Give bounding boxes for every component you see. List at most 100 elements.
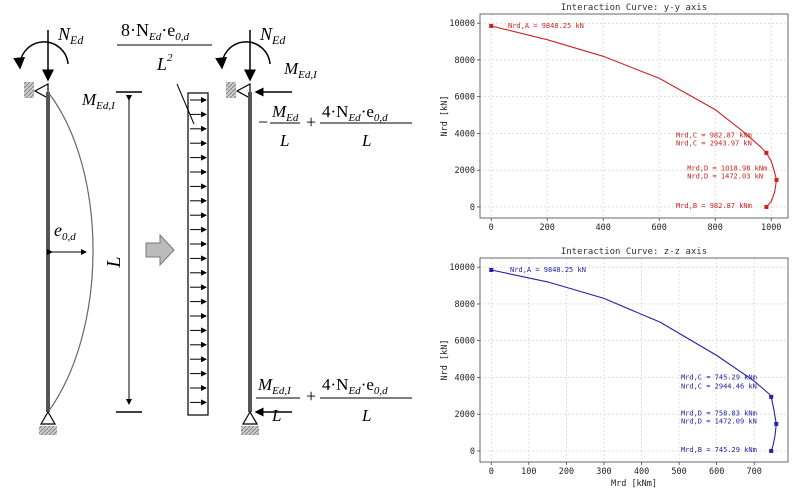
length-dimension (116, 91, 142, 413)
load-arrow-head (201, 154, 207, 161)
interaction-curve-line (491, 269, 777, 452)
load-arrow-head (201, 111, 207, 118)
point-annotation: Nrd,C = 2943.97 kN (676, 140, 752, 148)
plot-frame (479, 13, 789, 219)
bottom-support-1 (39, 426, 57, 435)
curve-point (764, 150, 769, 155)
x-tick-label: 600 (709, 467, 724, 477)
interaction-curve-yy-chart: Interaction Curve: y-y axis 0 200 400 600 800… (440, 3, 789, 233)
load-arrow-head (201, 125, 207, 132)
point-annotation: Nrd,A = 9848.25 kN (508, 22, 584, 30)
load-arrow-head (201, 284, 207, 291)
x-tick-label: 400 (596, 223, 611, 233)
distributed-load-numerator: 8·NEd·e0,d (121, 20, 189, 43)
x-tick-label: 1000 (761, 223, 781, 233)
x-tick-label: 800 (708, 223, 723, 233)
y-tick-label: 10000 (449, 263, 475, 273)
n-ed-label-1: NEd (57, 24, 84, 47)
interaction-curve-line (491, 25, 778, 208)
x-axis-label: Mrd [kNm] (611, 479, 657, 489)
load-arrow-head (201, 255, 207, 262)
y-axis-label: Nrd [kN] (440, 340, 450, 381)
load-arrow-head (201, 385, 207, 391)
bottom-force-formula: MEd,I L + 4·NEd·e0,d L (256, 375, 412, 425)
x-tick-label: 700 (747, 467, 762, 477)
bottom-support-2 (241, 426, 259, 435)
top-pin-1 (33, 82, 49, 100)
y-tick-label: 4000 (455, 129, 475, 139)
load-arrow-head (201, 197, 207, 204)
svg-text:L: L (271, 406, 281, 425)
point-annotation: Mrd,C = 982.87 kNm (676, 131, 752, 139)
y-tick-label: 8000 (455, 300, 475, 310)
top-pin-2 (235, 82, 251, 100)
bottom-pin-2 (241, 410, 259, 425)
load-arrow-head (201, 298, 207, 305)
point-annotation: Mrd,B = 745.29 kNm (681, 446, 757, 454)
y-tick-label: 6000 (455, 337, 475, 347)
chart-title: Interaction Curve: y-y axis (561, 3, 707, 13)
y-tick-label: 2000 (455, 166, 475, 176)
load-arrow-head (201, 370, 207, 377)
y-tick-label: 0 (470, 447, 475, 457)
svg-text:4·NEd·e0,d: 4·NEd·e0,d (322, 102, 388, 124)
point-annotation: Mrd,D = 758.83 kNm (681, 409, 757, 417)
svg-text:L: L (279, 131, 289, 150)
x-tick-label: 500 (671, 467, 686, 477)
y-tick-label: 4000 (455, 373, 475, 383)
svg-text:+: + (306, 112, 316, 132)
svg-text:4·NEd·e0,d: 4·NEd·e0,d (322, 375, 388, 397)
svg-text:+: + (306, 386, 316, 406)
x-tick-label: 300 (596, 467, 611, 477)
x-tick-label: 600 (652, 223, 667, 233)
load-arrow-head (201, 226, 207, 233)
plot-frame (479, 257, 789, 463)
load-arrow-head (201, 269, 207, 276)
y-tick-label: 8000 (455, 56, 475, 66)
x-tick-label: 0 (489, 467, 494, 477)
load-arrow-head (201, 183, 207, 190)
top-support-1 (24, 82, 34, 98)
load-arrow-head (201, 341, 207, 348)
point-annotation: Mrd,C = 745.29 kNm (681, 373, 757, 381)
top-force-formula: − MEd L + 4·NEd·e0,d L (258, 102, 412, 150)
load-arrow-head (201, 356, 207, 363)
distributed-load-leader (176, 83, 195, 125)
x-tick-label: 200 (540, 223, 555, 233)
y-tick-label: 0 (470, 203, 475, 213)
svg-text:MEd,I: MEd,I (257, 375, 292, 397)
moment-arc-2 (215, 41, 271, 70)
svg-text:−: − (258, 112, 268, 132)
y-tick-label: 2000 (455, 410, 475, 420)
load-arrow-head (201, 241, 207, 247)
length-label: L (103, 256, 125, 268)
curve-point (769, 394, 774, 399)
top-support-2 (226, 82, 236, 98)
y-tick-label: 6000 (455, 93, 475, 103)
n-ed-label-2: NEd (259, 24, 286, 47)
load-arrow-head (201, 327, 207, 334)
load-arrow-head (201, 169, 207, 175)
e0d-label: e0,d (54, 220, 76, 243)
load-arrow-head (201, 399, 207, 406)
curve-point (764, 204, 769, 209)
point-annotation: Nrd,C = 2944.46 kN (681, 383, 757, 391)
load-arrow-head (201, 212, 207, 219)
curve-point (774, 177, 779, 182)
point-annotation: Mrd,B = 982.87 kNm (676, 202, 752, 210)
moment-arc-1 (13, 41, 69, 70)
svg-text:L: L (361, 131, 371, 150)
y-tick-label: 10000 (449, 19, 475, 29)
svg-text:MEd: MEd (271, 102, 299, 124)
y-axis-label: Nrd [kN] (440, 96, 450, 137)
bottom-pin-1 (39, 410, 57, 425)
load-arrow-head (201, 140, 207, 147)
equivalence-arrow (145, 233, 175, 267)
deflected-shape (47, 91, 94, 413)
x-tick-label: 200 (559, 467, 574, 477)
load-arrow-head (201, 313, 207, 319)
interaction-curve-zz-chart: Interaction Curve: z-z axis 0 100 200 300 400… (440, 247, 789, 489)
load-arrow-head (201, 97, 207, 103)
point-annotation: Mrd,D = 1018.98 kNm (687, 164, 767, 172)
curve-point (769, 448, 774, 453)
